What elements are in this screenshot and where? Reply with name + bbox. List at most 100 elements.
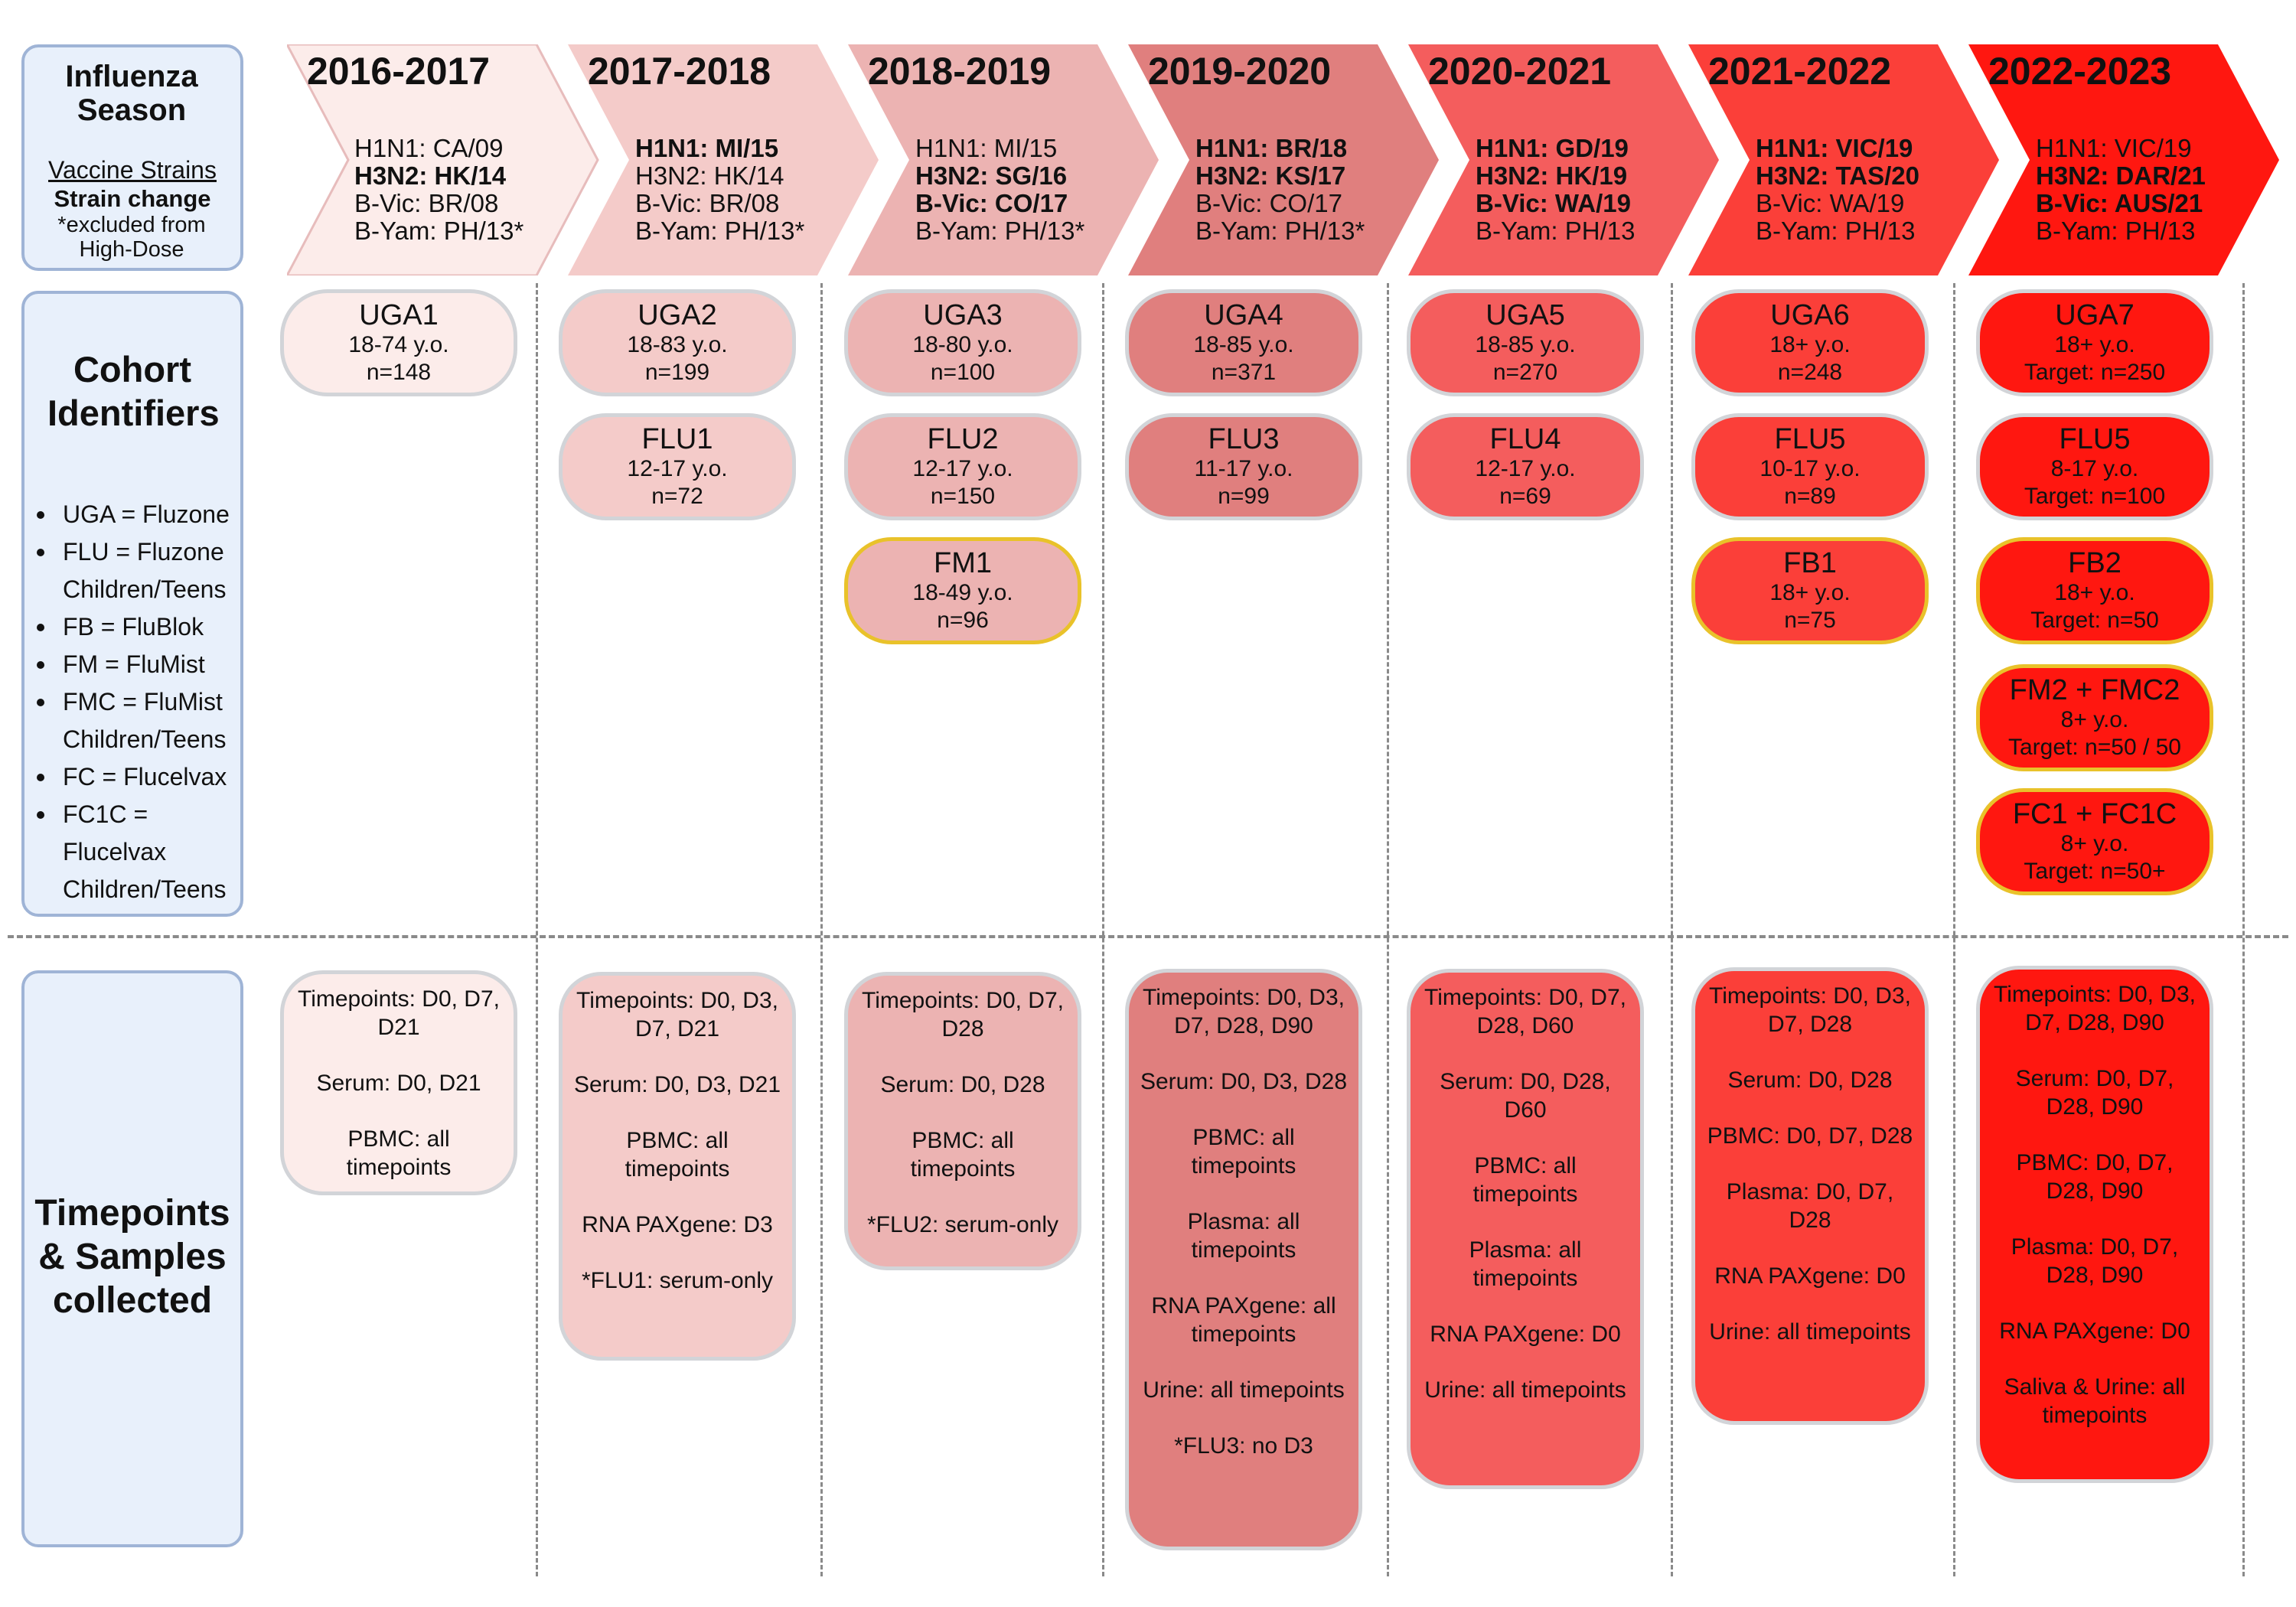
strain-change-label: Strain change [54, 185, 211, 212]
sample-entry: Timepoints: D0, D3, D7, D21 [576, 988, 778, 1041]
cohort-pill: UGA1 18-74 y.o. n=148 [280, 289, 517, 396]
sample-entry: Timepoints: D0, D3, D7, D28, D90 [1994, 982, 2196, 1035]
cohort-size: n=69 [1499, 484, 1551, 509]
cohort-size: Target: n=50+ [2024, 859, 2166, 884]
season-title: 2022-2023 [1988, 50, 2172, 93]
legend-item: FB = FluBlok [24, 608, 240, 646]
cohort-pill: FM2 + FMC2 8+ y.o. Target: n=50 / 50 [1976, 664, 2213, 771]
cohort-name: UGA7 [2055, 299, 2135, 331]
strain-entry: H3N2: KS/17 [1195, 161, 1346, 190]
cohort-name: UGA4 [1204, 299, 1283, 331]
cohort-name: FB2 [2068, 547, 2122, 579]
strain-entry: B-Vic: BR/08 [635, 189, 780, 217]
cohort-size: n=371 [1211, 360, 1277, 385]
sample-entry: PBMC: all timepoints [1473, 1153, 1578, 1207]
chevron-shape [1408, 44, 1719, 275]
strain-entry: H1N1: BR/18 [1195, 134, 1348, 162]
cohort-pill: FLU1 12-17 y.o. n=72 [559, 413, 796, 520]
season-banner: 2016-2017 H1N1: CA/09 H3N2: HK/14 B-Vic: BR… [287, 44, 601, 275]
cohort-pill: FLU4 12-17 y.o. n=69 [1407, 413, 1644, 520]
strain-entry: B-Vic: AUS/21 [2036, 189, 2203, 217]
samples-box: Timepoints: D0, D3, D7, D28, D90 Serum: D… [1976, 966, 2213, 1483]
sample-entry: Timepoints: D0, D7, D28 [862, 988, 1064, 1041]
strain-entry: H1N1: MI/15 [635, 134, 779, 162]
vaccine-legend: UGA = Fluzone FLU = Fluzone Children/Tee… [24, 496, 240, 908]
vaccine-strains-label: Vaccine Strains [48, 156, 217, 184]
vaccine-strains: H1N1: CA/09 H3N2: HK/14 B-Vic: BR/08 B-Yam:… [354, 135, 523, 245]
season-banner: 2019-2020 H1N1: BR/18 H3N2: KS/17 B-Vic: CO… [1128, 44, 1442, 275]
sample-entry: PBMC: all timepoints [625, 1128, 730, 1182]
excluded-note: *excluded from High-Dose [57, 213, 206, 262]
cohort-age-range: 18-85 y.o. [1193, 332, 1294, 357]
cohort-pill: FB2 18+ y.o. Target: n=50 [1976, 537, 2213, 644]
cohort-pill: FLU3 11-17 y.o. n=99 [1125, 413, 1362, 520]
cohort-age-range: 18-83 y.o. [627, 332, 728, 357]
cohort-name: FM1 [934, 547, 992, 579]
sample-entry: Saliva & Urine: all timepoints [2004, 1374, 2186, 1428]
cohort-size: Target: n=250 [2024, 360, 2166, 385]
sample-entry: PBMC: all timepoints [1191, 1125, 1296, 1178]
cohort-age-range: 12-17 y.o. [627, 456, 728, 481]
cohort-pill: UGA7 18+ y.o. Target: n=250 [1976, 289, 2213, 396]
samples-box: Timepoints: D0, D3, D7, D28 Serum: D0, D2… [1691, 967, 1929, 1425]
section-divider [8, 935, 2288, 938]
cohort-name: FC1 + FC1C [2012, 798, 2177, 830]
strain-entry: H1N1: VIC/19 [1756, 134, 1913, 162]
cohort-name: FLU2 [927, 423, 999, 455]
strain-entry: B-Yam: PH/13 [2036, 217, 2196, 245]
cohort-age-range: 18+ y.o. [2054, 332, 2135, 357]
cohort-size: Target: n=50 [2030, 608, 2159, 633]
cohort-size: n=148 [366, 360, 432, 385]
sample-entry: Plasma: all timepoints [1187, 1209, 1300, 1263]
strain-entry: H1N1: MI/15 [915, 134, 1058, 162]
sample-entry: Timepoints: D0, D7, D28, D60 [1424, 985, 1626, 1038]
cohort-pill: FLU2 12-17 y.o. n=150 [844, 413, 1081, 520]
sample-entry: Timepoints: D0, D7, D21 [298, 986, 500, 1040]
sample-entry: RNA PAXgene: D3 [582, 1212, 773, 1237]
sample-entry: Timepoints: D0, D3, D7, D28, D90 [1143, 985, 1345, 1038]
cohort-name: FM2 + FMC2 [2009, 674, 2180, 706]
strain-entry: B-Yam: PH/13 [1476, 217, 1636, 245]
cohort-pill: UGA4 18-85 y.o. n=371 [1125, 289, 1362, 396]
sample-entry: Plasma: D0, D7, D28, D90 [2011, 1234, 2179, 1288]
column-divider [536, 283, 538, 1576]
cohort-name: FLU5 [2059, 423, 2131, 455]
chevron-shape [1128, 44, 1439, 275]
cohort-pill: UGA6 18+ y.o. n=248 [1691, 289, 1929, 396]
cohort-size: Target: n=50 / 50 [2008, 735, 2181, 760]
sample-entry: Plasma: all timepoints [1469, 1237, 1582, 1291]
cohort-size: n=199 [644, 360, 710, 385]
column-divider [1671, 283, 1673, 1576]
strain-entry: B-Yam: PH/13* [354, 217, 524, 245]
column-divider [1102, 283, 1104, 1576]
legend-item: FLU = Fluzone Children/Teens [24, 533, 240, 608]
cohort-identifiers-box: Cohort Identifiers UGA = Fluzone FLU = F… [21, 291, 243, 917]
cohort-size: n=100 [930, 360, 996, 385]
strain-entry: B-Yam: PH/13 [1756, 217, 1916, 245]
sample-entry: Serum: D0, D7, D28, D90 [2015, 1066, 2174, 1120]
sample-entry: RNA PAXgene: D0 [1999, 1319, 2190, 1344]
sample-entry: Urine: all timepoints [1143, 1377, 1345, 1403]
column-divider [820, 283, 823, 1576]
sample-entry: *FLU3: no D3 [1174, 1433, 1313, 1459]
column-divider [1387, 283, 1389, 1576]
sample-entry: Serum: D0, D28 [880, 1072, 1045, 1097]
legend-item: FM = FluMist [24, 646, 240, 683]
samples-heading: Timepoints & Samples collected [34, 1193, 230, 1321]
cohort-pill: UGA5 18-85 y.o. n=270 [1407, 289, 1644, 396]
cohort-name: FLU3 [1208, 423, 1280, 455]
sample-entry: RNA PAXgene: D0 [1714, 1263, 1906, 1289]
cohort-size: n=75 [1784, 608, 1836, 633]
cohort-size: n=248 [1777, 360, 1843, 385]
cohort-name: UGA3 [923, 299, 1003, 331]
strain-entry: H3N2: SG/16 [915, 161, 1068, 190]
cohort-pill: FM1 18-49 y.o. n=96 [844, 537, 1081, 644]
cohort-age-range: 18+ y.o. [1769, 332, 1851, 357]
sample-entry: PBMC: all timepoints [346, 1126, 452, 1180]
season-banner: 2020-2021 H1N1: GD/19 H3N2: HK/19 B-Vic: WA… [1408, 44, 1722, 275]
strain-entry: B-Vic: CO/17 [1195, 189, 1342, 217]
sample-entry: PBMC: D0, D7, D28 [1707, 1123, 1913, 1149]
cohort-name: UGA6 [1770, 299, 1850, 331]
strain-entry: B-Yam: PH/13* [915, 217, 1085, 245]
legend-item: FMC = FluMist Children/Teens [24, 683, 240, 758]
